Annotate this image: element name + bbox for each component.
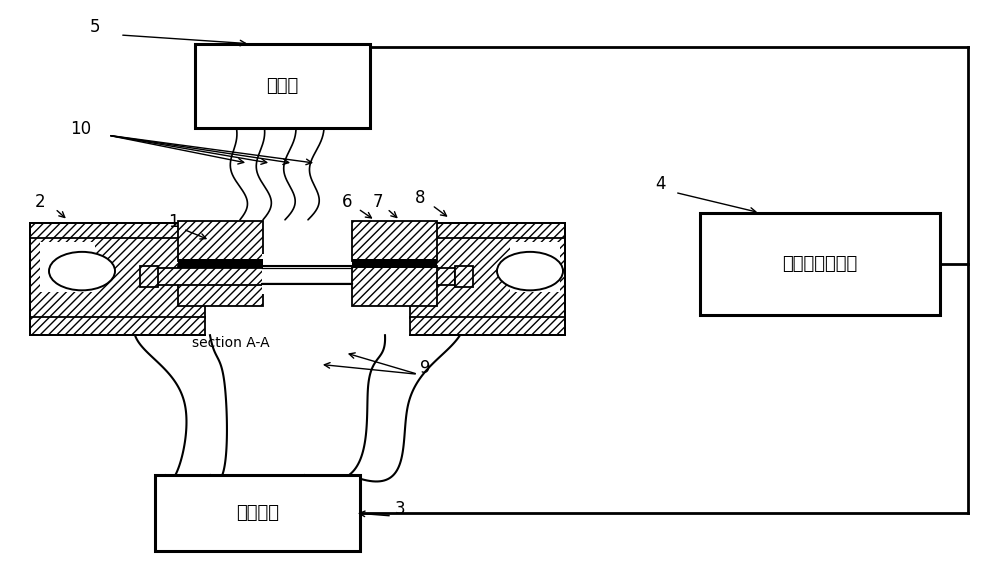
Text: 7: 7 <box>373 193 384 211</box>
Bar <box>352 266 437 306</box>
Text: 10: 10 <box>70 120 91 138</box>
Bar <box>700 213 940 315</box>
Text: section A-A: section A-A <box>192 336 270 350</box>
Text: 9: 9 <box>420 359 430 377</box>
Bar <box>410 223 565 239</box>
Bar <box>30 238 205 318</box>
Bar <box>455 266 473 287</box>
Circle shape <box>497 252 563 290</box>
Text: 计算机控制系统: 计算机控制系统 <box>782 255 858 273</box>
Bar <box>30 223 205 239</box>
Bar <box>178 221 263 261</box>
Bar <box>178 259 263 266</box>
Bar <box>352 261 437 268</box>
Text: 2: 2 <box>35 193 46 211</box>
Bar <box>352 221 437 261</box>
Bar <box>40 242 95 292</box>
Bar <box>510 242 560 292</box>
Bar <box>195 44 370 128</box>
Text: 纳伏表: 纳伏表 <box>266 77 299 95</box>
Bar <box>30 317 205 335</box>
Bar <box>178 266 263 306</box>
Text: 4: 4 <box>655 175 666 194</box>
Bar <box>410 317 565 335</box>
Text: 5: 5 <box>90 18 100 36</box>
Bar <box>178 261 263 268</box>
Bar <box>155 268 455 285</box>
Text: 直流电源: 直流电源 <box>236 504 279 522</box>
Bar <box>155 475 360 551</box>
Bar <box>262 254 352 294</box>
Bar <box>352 259 437 266</box>
Text: 8: 8 <box>415 189 426 207</box>
Bar <box>410 238 565 318</box>
Text: 3: 3 <box>395 500 406 518</box>
Bar <box>140 266 158 287</box>
Text: 6: 6 <box>342 193 352 211</box>
Circle shape <box>49 252 115 290</box>
Text: 1: 1 <box>168 213 179 231</box>
